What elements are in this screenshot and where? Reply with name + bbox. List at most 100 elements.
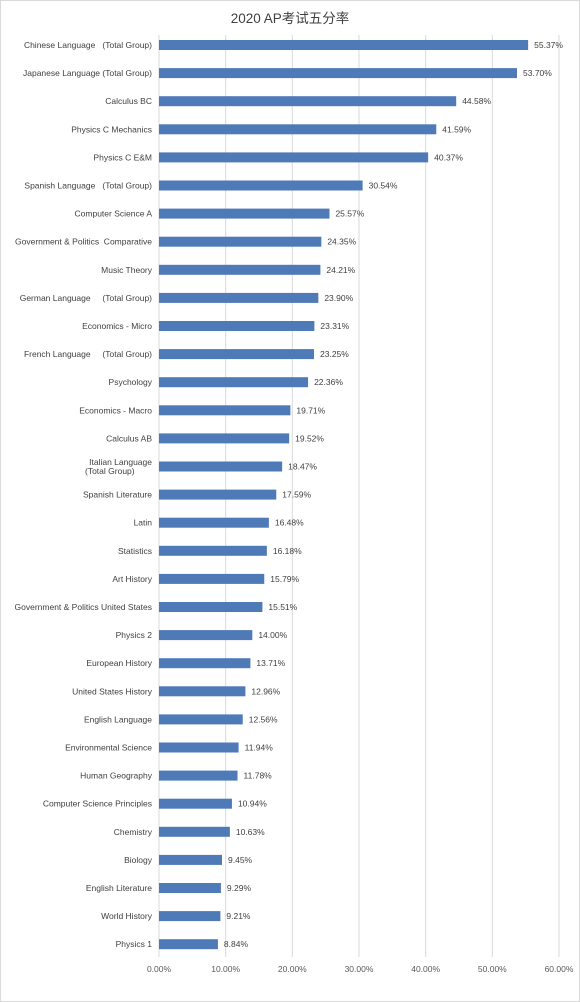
x-tick-label: 40.00% xyxy=(411,964,440,974)
category-label: Calculus AB xyxy=(106,433,152,443)
bar xyxy=(159,686,246,697)
data-labels: 55.37% 53.70% 44.58% 41.59% 40.37% 30.54% 25.5… xyxy=(224,40,563,949)
bar xyxy=(159,798,232,809)
data-label: 17.59% xyxy=(282,490,311,500)
data-label: 23.31% xyxy=(320,321,349,331)
data-label: 16.48% xyxy=(275,518,304,528)
data-label: 12.96% xyxy=(251,686,280,696)
category-label: French Language (Total Group) xyxy=(24,349,152,359)
bar xyxy=(159,349,314,360)
category-label: Italian Language (Total Group) xyxy=(85,457,152,476)
category-label: Calculus BC xyxy=(105,96,152,106)
data-label: 24.21% xyxy=(326,265,355,275)
bar xyxy=(159,602,263,612)
category-label: Art History xyxy=(112,574,152,584)
category-label: Psychology xyxy=(109,377,153,387)
data-label: 19.71% xyxy=(296,405,325,415)
category-label: Computer Science Principles xyxy=(43,799,152,809)
bar xyxy=(159,40,529,50)
data-label: 55.37% xyxy=(534,40,563,50)
bar xyxy=(159,68,517,79)
bar xyxy=(159,405,291,416)
data-label: 15.79% xyxy=(270,574,299,584)
data-label: 53.70% xyxy=(523,68,552,78)
category-label: United States History xyxy=(72,686,153,696)
category-label: Environmental Science xyxy=(65,743,152,753)
category-label: Spanish Language (Total Group) xyxy=(24,181,152,191)
bar xyxy=(159,124,437,135)
category-label: Physics 1 xyxy=(116,939,153,949)
data-label: 13.71% xyxy=(256,658,285,668)
data-label: 22.36% xyxy=(314,377,343,387)
category-label: Biology xyxy=(124,855,153,865)
data-label: 40.37% xyxy=(434,152,463,162)
bar xyxy=(159,489,277,500)
bar xyxy=(159,236,322,247)
data-label: 10.63% xyxy=(236,827,265,837)
bar xyxy=(159,461,283,472)
category-label: Japanese Language (Total Group) xyxy=(23,68,152,78)
data-label: 44.58% xyxy=(462,96,491,106)
category-label: English Literature xyxy=(86,883,152,893)
category-label: Human Geography xyxy=(80,771,153,781)
x-tick-label: 0.00% xyxy=(147,964,172,974)
category-label: Music Theory xyxy=(101,265,153,275)
data-label: 11.94% xyxy=(245,743,274,753)
bar xyxy=(159,152,429,163)
bars xyxy=(159,40,529,950)
category-label: Economics - Macro xyxy=(79,405,152,415)
chart-title: 2020 AP考试五分率 xyxy=(231,10,350,26)
data-label: 19.52% xyxy=(295,433,324,443)
data-label: 23.90% xyxy=(324,293,353,303)
x-axis-tick-labels: 0.00% 10.00% 20.00% 30.00% 40.00% 50.00% 60.00… xyxy=(147,964,574,974)
category-label: Physics C E&M xyxy=(93,152,152,162)
bar xyxy=(159,939,218,950)
category-label: Chinese Language (Total Group) xyxy=(24,40,152,50)
category-label: Latin xyxy=(134,518,153,528)
data-label: 30.54% xyxy=(369,181,398,191)
data-label: 9.21% xyxy=(226,911,251,921)
bar xyxy=(159,630,253,641)
bar xyxy=(159,377,309,388)
data-label: 9.29% xyxy=(227,883,252,893)
bar xyxy=(159,658,251,669)
data-label: 41.59% xyxy=(442,124,471,134)
category-label: Computer Science A xyxy=(75,209,153,219)
data-label: 11.78% xyxy=(244,771,273,781)
bar xyxy=(159,292,319,303)
bar xyxy=(159,96,457,107)
category-label: Spanish Literature xyxy=(83,490,152,500)
data-label: 14.00% xyxy=(258,630,287,640)
data-label: 8.84% xyxy=(224,939,249,949)
bar xyxy=(159,770,238,781)
bar xyxy=(159,321,315,331)
bar xyxy=(159,545,267,556)
category-label: German Language (Total Group) xyxy=(20,293,152,303)
x-tick-label: 30.00% xyxy=(345,964,374,974)
data-label: 25.57% xyxy=(335,209,364,219)
category-label: Physics C Mechanics xyxy=(71,124,152,134)
bar xyxy=(159,208,330,219)
bar xyxy=(159,714,243,725)
category-label: Government & Politics Comparative xyxy=(15,237,152,247)
category-label: Chemistry xyxy=(114,827,153,837)
category-labels: Chinese Language (Total Group) Japanese L… xyxy=(15,40,153,949)
data-label: 15.51% xyxy=(268,602,297,612)
x-tick-label: 10.00% xyxy=(211,964,240,974)
data-label: 9.45% xyxy=(228,855,253,865)
bar xyxy=(159,433,290,444)
x-tick-label: 20.00% xyxy=(278,964,307,974)
bar xyxy=(159,742,239,753)
x-tick-label: 50.00% xyxy=(478,964,507,974)
bar xyxy=(159,517,269,528)
category-label: Government & Politics United States xyxy=(15,602,152,612)
category-label: Economics - Micro xyxy=(82,321,152,331)
bar xyxy=(159,573,265,584)
data-label: 10.94% xyxy=(238,799,267,809)
bar xyxy=(159,180,363,191)
bar xyxy=(159,264,321,275)
data-label: 16.18% xyxy=(273,546,302,556)
category-label: English Language xyxy=(84,714,152,724)
